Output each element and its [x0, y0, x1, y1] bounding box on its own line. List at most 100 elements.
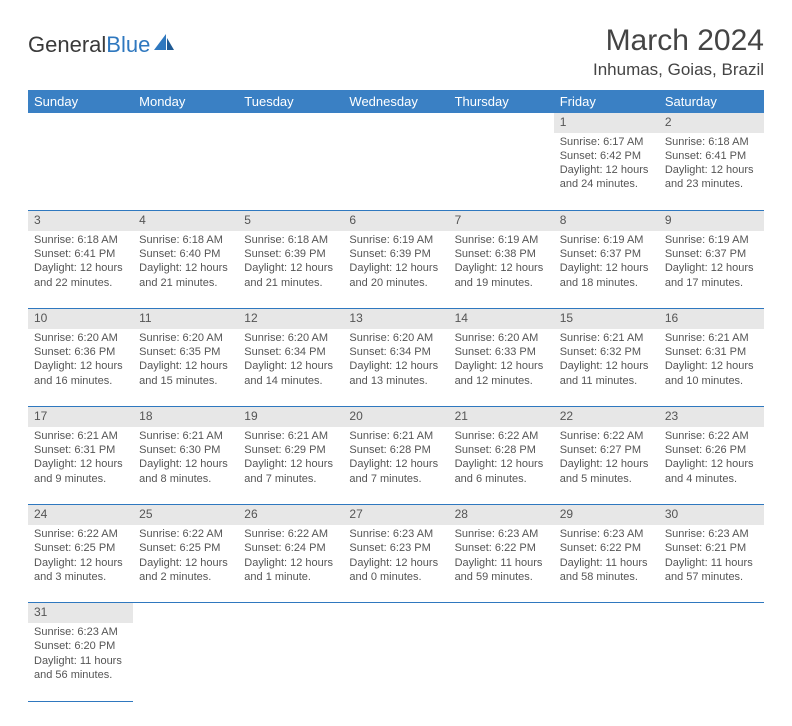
sunset-text: Sunset: 6:41 PM: [665, 149, 758, 163]
day-number: 3: [28, 211, 133, 231]
dl1-text: Daylight: 12 hours: [665, 457, 758, 471]
day-number: 14: [449, 309, 554, 329]
title-block: March 2024 Inhumas, Goias, Brazil: [593, 24, 764, 80]
day-number: 25: [133, 505, 238, 525]
day-number: [554, 603, 659, 623]
dl1-text: Daylight: 12 hours: [34, 359, 127, 373]
day-number: 1: [554, 113, 659, 133]
day-cell: Sunrise: 6:19 AMSunset: 6:39 PMDaylight:…: [343, 231, 448, 309]
dl2-text: and 21 minutes.: [244, 276, 337, 290]
sunrise-text: Sunrise: 6:22 AM: [560, 429, 653, 443]
dl1-text: Daylight: 12 hours: [139, 359, 232, 373]
sunrise-text: Sunrise: 6:23 AM: [455, 527, 548, 541]
daynum-row: 31: [28, 603, 764, 623]
sunset-text: Sunset: 6:31 PM: [34, 443, 127, 457]
dl2-text: and 18 minutes.: [560, 276, 653, 290]
day-cell: Sunrise: 6:19 AMSunset: 6:37 PMDaylight:…: [554, 231, 659, 309]
sunset-text: Sunset: 6:28 PM: [349, 443, 442, 457]
sunset-text: Sunset: 6:22 PM: [560, 541, 653, 555]
day-number: 17: [28, 407, 133, 427]
dl1-text: Daylight: 12 hours: [560, 261, 653, 275]
day-number: 21: [449, 407, 554, 427]
dl2-text: and 23 minutes.: [665, 177, 758, 191]
day-cell: Sunrise: 6:22 AMSunset: 6:25 PMDaylight:…: [28, 525, 133, 603]
dl2-text: and 12 minutes.: [455, 374, 548, 388]
day-cell: Sunrise: 6:21 AMSunset: 6:29 PMDaylight:…: [238, 427, 343, 505]
day-number: 19: [238, 407, 343, 427]
dl1-text: Daylight: 12 hours: [139, 261, 232, 275]
day-cell: Sunrise: 6:23 AMSunset: 6:21 PMDaylight:…: [659, 525, 764, 603]
dl2-text: and 14 minutes.: [244, 374, 337, 388]
daynum-row: 17181920212223: [28, 407, 764, 427]
day-cell: Sunrise: 6:18 AMSunset: 6:40 PMDaylight:…: [133, 231, 238, 309]
day-cell: Sunrise: 6:21 AMSunset: 6:28 PMDaylight:…: [343, 427, 448, 505]
dl1-text: Daylight: 12 hours: [560, 457, 653, 471]
weekday-header: Monday: [133, 90, 238, 113]
sunrise-text: Sunrise: 6:19 AM: [455, 233, 548, 247]
dl1-text: Daylight: 11 hours: [34, 654, 127, 668]
day-cell: Sunrise: 6:21 AMSunset: 6:31 PMDaylight:…: [659, 329, 764, 407]
dl1-text: Daylight: 12 hours: [244, 457, 337, 471]
dl1-text: Daylight: 12 hours: [455, 457, 548, 471]
calendar-table: Sunday Monday Tuesday Wednesday Thursday…: [28, 90, 764, 702]
dl2-text: and 11 minutes.: [560, 374, 653, 388]
sunset-text: Sunset: 6:35 PM: [139, 345, 232, 359]
sunrise-text: Sunrise: 6:22 AM: [665, 429, 758, 443]
sunrise-text: Sunrise: 6:21 AM: [244, 429, 337, 443]
day-cell: Sunrise: 6:22 AMSunset: 6:28 PMDaylight:…: [449, 427, 554, 505]
day-cell: Sunrise: 6:22 AMSunset: 6:25 PMDaylight:…: [133, 525, 238, 603]
dl1-text: Daylight: 12 hours: [665, 163, 758, 177]
day-number: 29: [554, 505, 659, 525]
logo-text-2: Blue: [106, 32, 150, 58]
dl1-text: Daylight: 12 hours: [349, 359, 442, 373]
dl2-text: and 17 minutes.: [665, 276, 758, 290]
sunrise-text: Sunrise: 6:21 AM: [34, 429, 127, 443]
day-number: 26: [238, 505, 343, 525]
dl1-text: Daylight: 12 hours: [349, 457, 442, 471]
sunset-text: Sunset: 6:30 PM: [139, 443, 232, 457]
sunset-text: Sunset: 6:37 PM: [560, 247, 653, 261]
day-cell: Sunrise: 6:21 AMSunset: 6:31 PMDaylight:…: [28, 427, 133, 505]
logo: GeneralBlue: [28, 32, 176, 58]
dl1-text: Daylight: 12 hours: [139, 556, 232, 570]
sunrise-text: Sunrise: 6:22 AM: [455, 429, 548, 443]
dl1-text: Daylight: 12 hours: [455, 359, 548, 373]
day-cell: [238, 623, 343, 701]
day-number: 5: [238, 211, 343, 231]
day-number: [659, 603, 764, 623]
day-number: [343, 113, 448, 133]
dl2-text: and 56 minutes.: [34, 668, 127, 682]
sunset-text: Sunset: 6:20 PM: [34, 639, 127, 653]
sunrise-text: Sunrise: 6:22 AM: [34, 527, 127, 541]
dl2-text: and 7 minutes.: [244, 472, 337, 486]
dl2-text: and 59 minutes.: [455, 570, 548, 584]
day-cell: Sunrise: 6:23 AMSunset: 6:22 PMDaylight:…: [449, 525, 554, 603]
day-cell: Sunrise: 6:17 AMSunset: 6:42 PMDaylight:…: [554, 133, 659, 211]
sunset-text: Sunset: 6:25 PM: [34, 541, 127, 555]
sunrise-text: Sunrise: 6:22 AM: [244, 527, 337, 541]
day-cell: [449, 133, 554, 211]
dl1-text: Daylight: 12 hours: [665, 261, 758, 275]
dl2-text: and 6 minutes.: [455, 472, 548, 486]
dl1-text: Daylight: 12 hours: [665, 359, 758, 373]
sunrise-text: Sunrise: 6:21 AM: [560, 331, 653, 345]
day-number: 22: [554, 407, 659, 427]
sunrise-text: Sunrise: 6:20 AM: [349, 331, 442, 345]
dl2-text: and 3 minutes.: [34, 570, 127, 584]
dl1-text: Daylight: 11 hours: [665, 556, 758, 570]
sunset-text: Sunset: 6:40 PM: [139, 247, 232, 261]
sunrise-text: Sunrise: 6:19 AM: [349, 233, 442, 247]
dl1-text: Daylight: 12 hours: [244, 261, 337, 275]
week-row: Sunrise: 6:20 AMSunset: 6:36 PMDaylight:…: [28, 329, 764, 407]
daynum-row: 12: [28, 113, 764, 133]
day-number: 11: [133, 309, 238, 329]
day-cell: Sunrise: 6:19 AMSunset: 6:37 PMDaylight:…: [659, 231, 764, 309]
day-number: [28, 113, 133, 133]
dl2-text: and 8 minutes.: [139, 472, 232, 486]
day-number: 13: [343, 309, 448, 329]
day-number: [133, 603, 238, 623]
week-row: Sunrise: 6:22 AMSunset: 6:25 PMDaylight:…: [28, 525, 764, 603]
day-number: [343, 603, 448, 623]
sunset-text: Sunset: 6:36 PM: [34, 345, 127, 359]
day-cell: Sunrise: 6:22 AMSunset: 6:24 PMDaylight:…: [238, 525, 343, 603]
